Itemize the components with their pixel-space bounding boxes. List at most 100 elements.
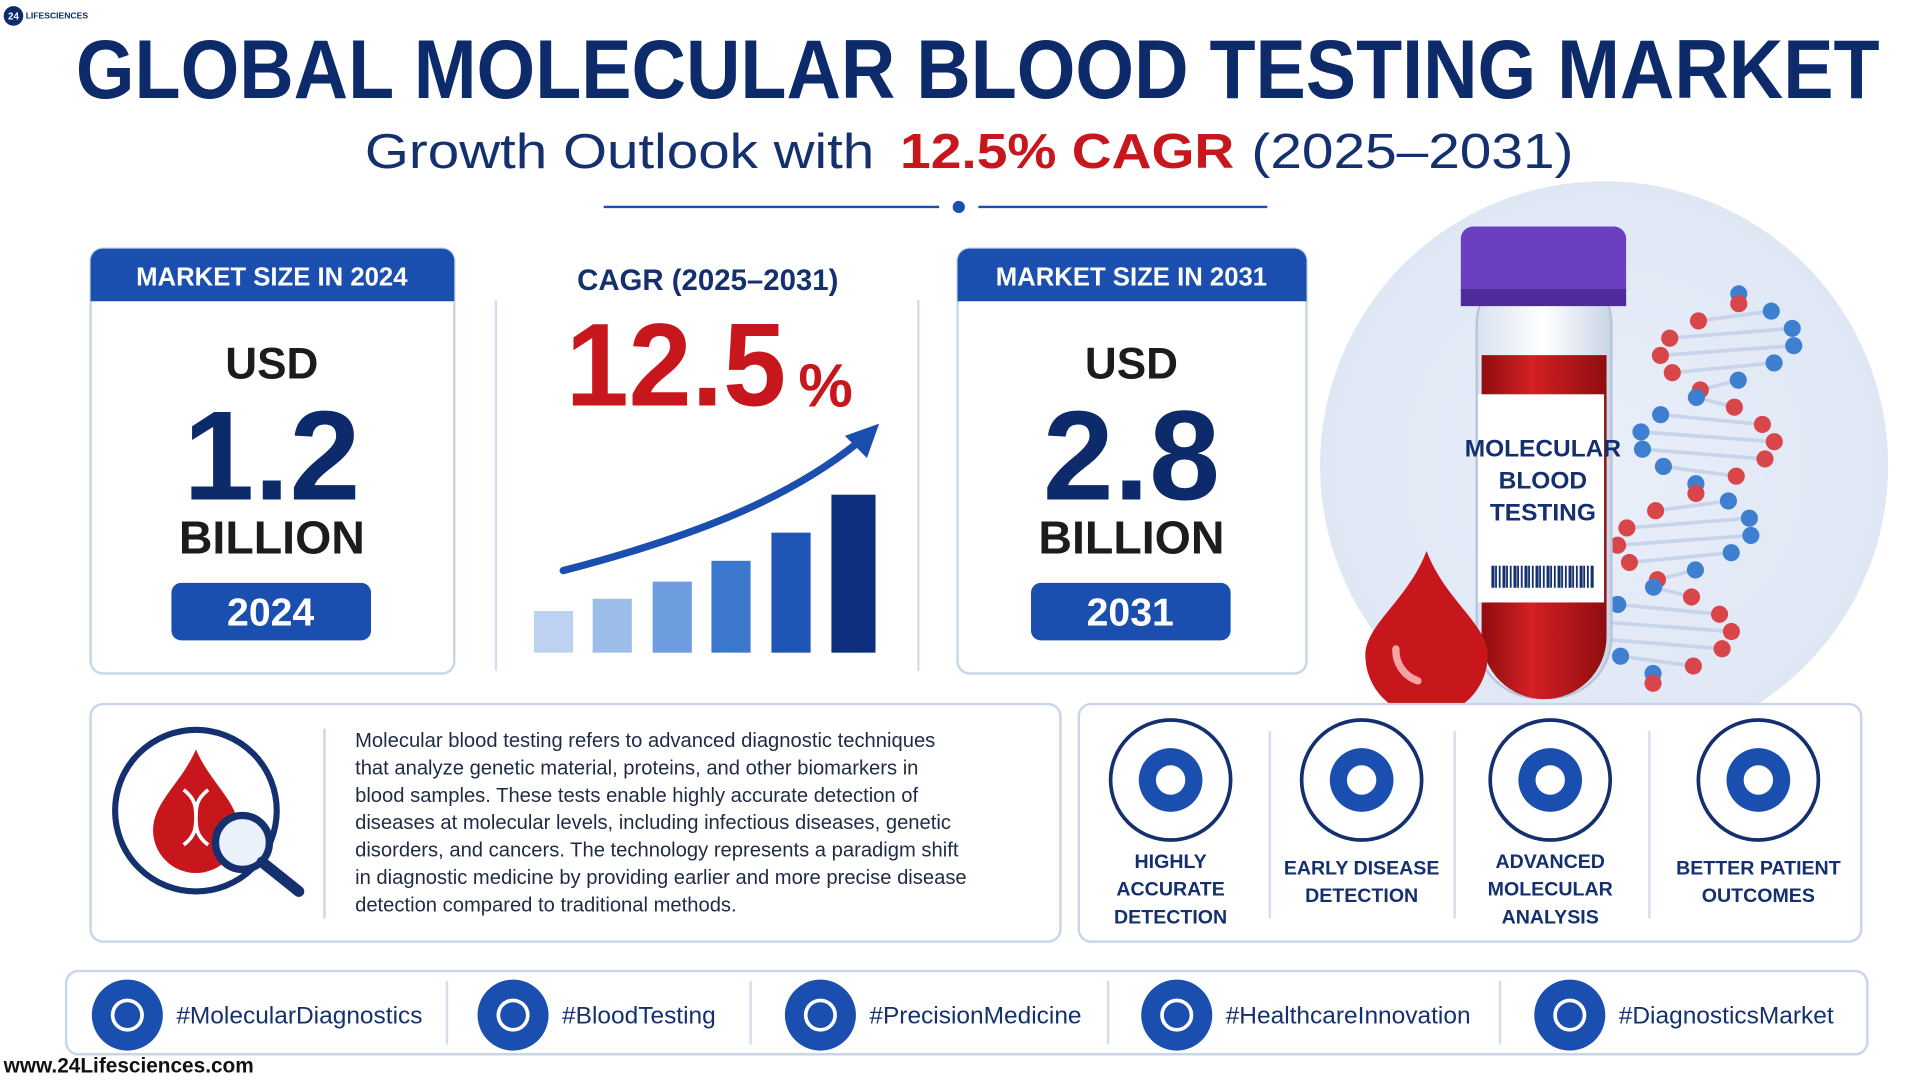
barcode-bar	[1539, 565, 1542, 588]
dna-node	[1661, 329, 1679, 347]
dna-node	[1682, 588, 1701, 606]
barcode-bar	[1572, 565, 1575, 588]
dna-rung	[1660, 343, 1794, 358]
benefit-label: ACCURATE	[1116, 879, 1224, 901]
hashtag-icon-inner	[803, 998, 837, 1032]
dna-node	[1652, 406, 1670, 424]
tube-label: TESTING	[1490, 499, 1596, 526]
barcode-bar	[1506, 565, 1508, 588]
barcode-bar	[1517, 565, 1519, 588]
barcode-bar	[1553, 565, 1556, 588]
barcode-bar	[1502, 565, 1506, 588]
barcode-bar	[1557, 565, 1561, 588]
hashtag-icon-inner	[1553, 998, 1587, 1032]
dna-node	[1725, 398, 1743, 416]
dna-node	[1647, 502, 1665, 520]
subtitle-lead: Growth Outlook with	[365, 125, 874, 179]
benefit-label: DETECTION	[1114, 906, 1227, 928]
description-line: disorders, and cancers. The technology r…	[355, 840, 959, 862]
card-label: MARKET SIZE IN 2031	[996, 263, 1267, 291]
dna-rung	[1642, 447, 1766, 461]
dna-node	[1689, 312, 1708, 330]
barcode-bar	[1550, 565, 1553, 588]
dna-node	[1644, 674, 1662, 692]
barcode-bar	[1535, 565, 1539, 588]
card-label: MARKET SIZE IN 2024	[136, 263, 408, 291]
barcode-bar	[1561, 565, 1564, 588]
cagr-label: CAGR (2025–2031)	[577, 264, 838, 297]
description-line: blood samples. These tests enable highly…	[355, 785, 918, 807]
unit: BILLION	[179, 511, 365, 563]
hashtag-icon	[1141, 979, 1213, 1051]
dna-node	[1687, 388, 1705, 406]
subtitle-tail: (2025–2031)	[1251, 125, 1573, 179]
footer-url: www.24Lifesciences.com	[3, 1055, 254, 1078]
barcode-bar	[1513, 565, 1517, 588]
dna-node	[1608, 536, 1627, 554]
dna-rung	[1599, 637, 1723, 651]
barcode-bar	[1590, 565, 1594, 588]
dna-node	[1609, 595, 1627, 614]
dna-node	[1727, 467, 1745, 485]
dna-node	[1687, 484, 1705, 503]
dna-node	[1633, 440, 1652, 458]
currency: USD	[1085, 339, 1178, 388]
benefit-label: EARLY DISEASE	[1284, 857, 1440, 879]
dna-node	[1756, 450, 1774, 468]
barcode-bar	[1586, 565, 1589, 588]
unit: BILLION	[1038, 511, 1224, 563]
year-pill: 2031	[1087, 592, 1174, 635]
dna-node	[1620, 553, 1639, 572]
dna-node	[1742, 526, 1760, 545]
year-pill: 2024	[227, 592, 314, 635]
hashtag-icon	[91, 979, 163, 1051]
dna-node	[1654, 457, 1672, 475]
dna-rung	[1626, 516, 1750, 530]
dna-node	[1611, 647, 1630, 665]
dna-rung	[1672, 361, 1775, 375]
hashtag: #MolecularDiagnostics	[176, 1003, 422, 1030]
dna-rung	[1640, 430, 1775, 444]
value: 2.8	[1043, 385, 1220, 527]
description-line: that analyze genetic material, proteins,…	[355, 757, 918, 779]
benefit-label: DETECTION	[1305, 885, 1418, 907]
description-icon	[112, 726, 305, 897]
description-line: diseases at molecular levels, including …	[355, 812, 951, 834]
description-line: detection compared to traditional method…	[355, 895, 737, 917]
market-2031-card: MARKET SIZE IN 2031 USD 2.8 BILLION 2031	[956, 247, 1308, 675]
barcode-bar	[1542, 565, 1545, 588]
tube-label: MOLECULAR	[1465, 436, 1622, 463]
hashtag-icon	[477, 979, 549, 1051]
illustration	[1320, 181, 1889, 750]
dna-node	[1762, 302, 1780, 320]
dna-node	[1663, 364, 1681, 382]
dna-node	[1713, 640, 1731, 658]
benefit-icon-inner	[1535, 765, 1565, 795]
divider-dot	[952, 200, 965, 214]
hashtag: #PrecisionMedicine	[869, 1003, 1081, 1030]
description-line: Molecular blood testing refers to advanc…	[355, 730, 935, 752]
logo-name: LIFESCIENCES	[26, 10, 89, 20]
hashtag: #HealthcareInnovation	[1226, 1003, 1471, 1030]
benefit-label: OUTCOMES	[1702, 885, 1815, 907]
barcode-bar	[1491, 565, 1495, 588]
growth-graphic	[533, 423, 880, 653]
currency: USD	[225, 339, 318, 388]
dna-node	[1765, 433, 1783, 451]
hashtag-icon	[784, 979, 856, 1051]
benefit-label: HIGHLY	[1135, 851, 1207, 873]
hashtag: #DiagnosticsMarket	[1619, 1003, 1834, 1030]
description-panel	[89, 702, 1062, 943]
dna-node	[1730, 295, 1748, 313]
subtitle-highlight: 12.5% CAGR	[900, 125, 1234, 179]
barcode-bar	[1564, 565, 1567, 588]
dna-node	[1753, 415, 1771, 434]
value: 1.2	[183, 385, 360, 527]
dna-node	[1729, 371, 1747, 389]
dna-rung	[1698, 309, 1772, 323]
dna-node	[1740, 509, 1758, 527]
dna-rung	[1617, 602, 1720, 617]
dna-node	[1710, 605, 1729, 623]
dna-node	[1632, 423, 1650, 441]
